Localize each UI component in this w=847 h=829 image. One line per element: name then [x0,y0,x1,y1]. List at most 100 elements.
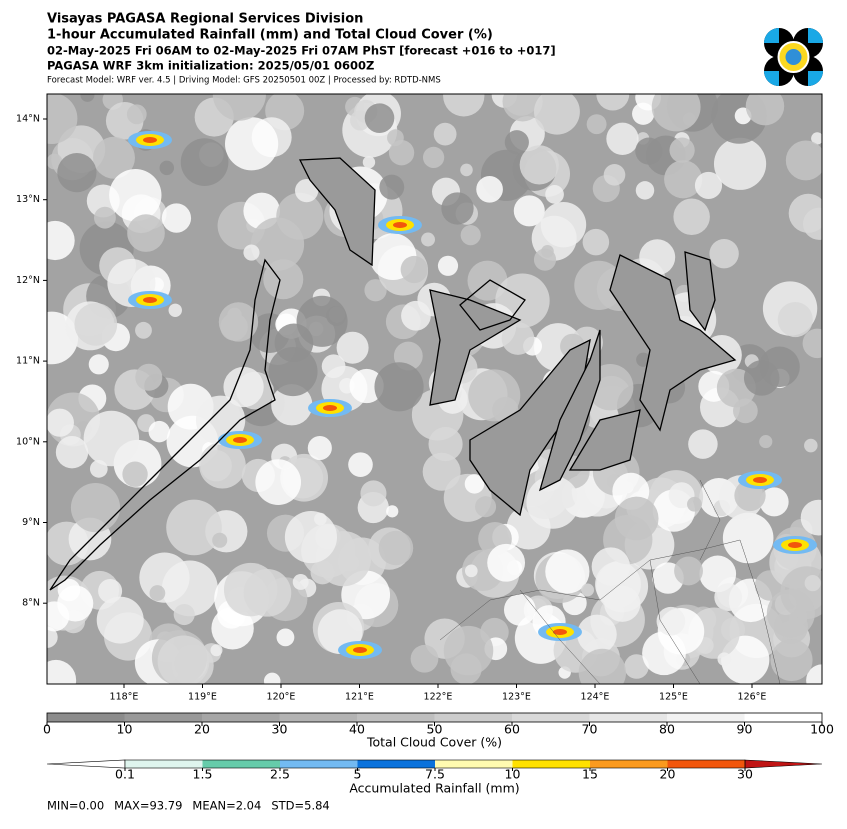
cloud-patch [635,181,655,200]
cloud-patch [475,496,497,518]
cloud-patch [88,354,109,375]
cloud-patch [57,152,97,193]
cloud-bin [667,713,745,722]
cloud-patch [709,238,739,269]
cloud-patch [687,496,702,512]
cloud-patch [591,547,631,586]
cloud-patch [223,366,264,408]
cloud-patch [310,560,335,585]
cloud-bar-label: Total Cloud Cover (%) [366,735,502,750]
cloud-patch [624,654,649,679]
cloud-patch [541,244,554,258]
cloud-patch [70,483,121,533]
rain-bar-label: Accumulated Rainfall (mm) [349,781,519,796]
cloud-patch [47,408,74,437]
lon-label: 118°E [110,692,139,703]
cloud-tick-label: 60 [504,722,520,737]
cloud-patch [122,461,148,487]
cloud-patch [581,583,595,597]
cloud-patch [545,549,590,594]
cloud-tick-label: 90 [737,722,753,737]
cloud-patch [360,480,387,507]
cloud-patch [284,510,338,564]
cloud-patch [149,585,166,601]
cloud-patch [694,171,723,200]
cloud-bin [589,713,667,722]
rain-cell [788,542,802,548]
cloud-patch [487,543,526,582]
rain-tick-label: 2.5 [270,767,290,782]
lon-label: 125°E [659,692,688,703]
cloud-patch [135,321,152,339]
cloud-patch [83,410,140,467]
lat-label: 8°N [22,598,40,609]
cloud-patch [47,220,75,261]
cloud-patch [336,331,369,364]
cloud-patch [47,153,63,170]
lat-label: 9°N [22,517,40,528]
cloud-patch [713,137,767,190]
cloud-patch [168,303,182,318]
cloud-patch [770,638,813,682]
period: 02-May-2025 Fri 06AM to 02-May-2025 Fri … [47,44,556,58]
cloud-patch [699,555,737,593]
cloud-patch [811,132,822,145]
cloud-patch [295,179,319,203]
stat: MAX=93.79 [114,799,182,813]
cloud-patch [387,129,404,147]
cloud-patch [348,452,373,477]
cloud-patch [212,94,266,121]
cloud-patch [788,193,822,233]
cloud-patch [578,648,627,684]
cloud-tick-label: 100 [810,722,834,737]
init: PAGASA WRF 3km initialization: 2025/05/0… [47,59,374,73]
rain-bin [280,760,358,768]
cloud-patch [166,499,222,556]
cloud-patch [464,474,485,494]
stat: STD=5.84 [271,799,329,813]
cloud-patch [450,653,482,684]
cloud-patch [639,239,676,276]
cloud-patch [378,530,414,566]
cloud-patch [468,369,521,422]
rain-tick-label: 30 [737,767,753,782]
cloud-patch [410,644,439,673]
rain-tick-label: 15 [582,767,598,782]
cloud-tick-label: 40 [349,722,365,737]
model-info: Forecast Model: WRF ver. 4.5 | Driving M… [47,76,441,86]
cloud-patch [606,122,639,155]
rain-cell [233,437,247,443]
cloud-patch [276,628,295,647]
cloud-patch [55,435,89,469]
cloud-patch [218,302,259,342]
cloud-bin [357,713,435,722]
cloud-patch [604,585,641,622]
rain-bin [357,760,435,768]
cloud-patch [766,589,815,638]
lat-label: 10°N [16,436,40,447]
cloud-patch [379,174,405,200]
cloud-patch [441,192,474,225]
rain-bin [125,760,203,768]
rain-cell [753,477,767,483]
cloud-patch [422,146,445,169]
subtitle: 1-hour Accumulated Rainfall (mm) and Tot… [47,28,493,43]
cloud-patch [673,198,710,235]
cloud-patch [635,137,663,165]
cloud-patch [292,574,309,590]
cloud-patch [386,505,399,518]
cloud-tick-label: 70 [582,722,598,737]
cloud-patch [519,145,559,185]
cloud-patch [428,426,463,462]
cloud-patch [688,429,718,459]
cloud-patch [96,596,144,644]
cloud-patch [759,435,773,449]
cloud-patch [651,94,701,132]
lat-label: 13°N [16,194,40,205]
cloud-bin [434,713,512,722]
cloud-tick-label: 50 [427,722,443,737]
title: Visayas PAGASA Regional Services Divisio… [47,12,363,27]
cloud-patch [460,225,481,246]
cloud-patch [743,360,780,396]
lon-label: 126°E [738,692,767,703]
